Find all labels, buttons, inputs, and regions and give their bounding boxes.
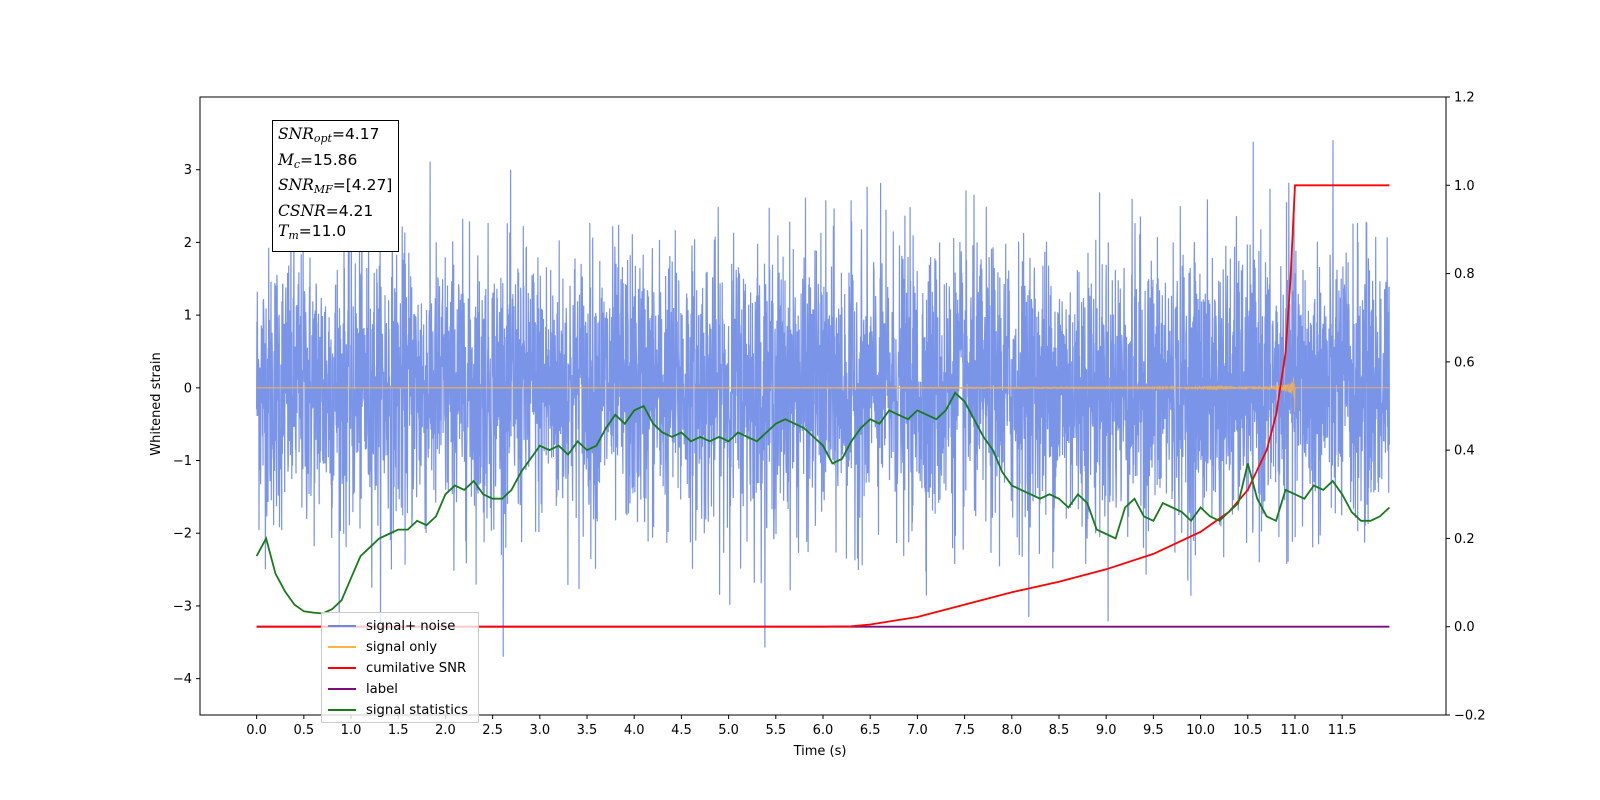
legend-swatch [328, 709, 356, 711]
y-left-tick-label: 2 [184, 236, 192, 251]
y-left-tick-label: −2 [173, 527, 192, 542]
y-left-tick-label: 3 [184, 163, 192, 178]
x-tick-label: 8.5 [1049, 723, 1070, 738]
y-left-tick-label: 0 [184, 381, 192, 396]
legend-label: signal+ noise [366, 618, 456, 634]
y-right-tick-label: 0.4 [1454, 444, 1475, 459]
y-right-tick-label: −0.2 [1454, 709, 1486, 724]
annot-csnr: CSNR=4.21 [278, 201, 374, 220]
y-right-tick-label: 1.0 [1454, 179, 1475, 194]
axes: 0.0 0.5 1.0 1.5 2.0 2.5 3.0 3.5 4.0 4.5 5.0 5.5 6.0 6… [173, 91, 1486, 739]
x-tick-label: 9.0 [1096, 723, 1117, 738]
legend-swatch [328, 625, 356, 627]
x-tick-label: 1.0 [341, 723, 362, 738]
x-tick-label: 2.0 [435, 723, 456, 738]
x-tick-label: 10.0 [1186, 723, 1215, 738]
y-left-tick-label: −3 [173, 599, 192, 614]
legend-item-signal-noise: signal+ noise [322, 616, 455, 636]
annot-mc: Mc=15.86 [278, 150, 358, 171]
legend-label: signal only [366, 639, 438, 655]
y-axis-label: Whitened strain [149, 352, 164, 455]
x-tick-label: 11.5 [1328, 723, 1357, 738]
x-tick-label: 7.5 [954, 723, 975, 738]
x-tick-label: 5.5 [765, 723, 786, 738]
x-tick-label: 1.5 [388, 723, 409, 738]
x-tick-label: 4.0 [624, 723, 645, 738]
annot-tm: Tm=11.0 [278, 222, 347, 242]
legend-swatch [328, 688, 356, 690]
legend-swatch [328, 646, 356, 648]
y-right-tick-label: 0.6 [1454, 355, 1475, 370]
legend-item-label: label [322, 679, 398, 699]
annot-snr-mf: SNRMF=[4.27] [278, 176, 393, 196]
x-tick-label: 8.0 [1001, 723, 1022, 738]
y-right-tick-label: 0.0 [1454, 620, 1475, 635]
series-signal-only [256, 377, 1390, 413]
legend-label: label [366, 681, 398, 697]
legend: signal+ noise signal only cumilative SNR… [321, 612, 479, 723]
legend-item-cumilative-snr: cumilative SNR [322, 658, 466, 678]
y-right-tick-label: 1.2 [1454, 91, 1475, 106]
legend-label: cumilative SNR [366, 660, 467, 676]
y-right-tick-label: 0.8 [1454, 267, 1475, 282]
y-right-tick-label: 0.2 [1454, 532, 1475, 547]
y-left-tick-label: −1 [173, 454, 192, 469]
x-tick-label: 10.5 [1233, 723, 1262, 738]
legend-swatch [328, 667, 356, 669]
series-cumilative-snr [256, 184, 1390, 628]
x-tick-label: 5.0 [718, 723, 739, 738]
series-signal-statistics [255, 391, 1391, 615]
legend-item-signal-only: signal only [322, 637, 437, 657]
annot-snr-opt: SNRopt=4.17 [278, 125, 380, 145]
x-tick-label: 9.5 [1143, 723, 1164, 738]
x-tick-label: 6.5 [860, 723, 881, 738]
x-tick-label: 6.0 [813, 723, 834, 738]
x-tick-label: 4.5 [671, 723, 692, 738]
stats-annotation-box: SNRopt=4.17 Mc=15.86 SNRMF=[4.27] CSNR=4… [272, 120, 400, 252]
y-left-tick-label: −4 [173, 672, 192, 687]
x-tick-label: 7.0 [907, 723, 928, 738]
legend-label: signal statistics [366, 702, 468, 718]
x-tick-label: 3.0 [529, 723, 550, 738]
x-axis-label: Time (s) [793, 744, 847, 759]
x-tick-label: 0.0 [246, 723, 267, 738]
x-tick-label: 3.5 [577, 723, 598, 738]
legend-item-signal-statistics: signal statistics [322, 700, 468, 720]
series-signal-noise [256, 140, 1390, 657]
y-left-tick-label: 1 [184, 309, 192, 324]
x-tick-label: 2.5 [482, 723, 503, 738]
x-tick-label: 0.5 [293, 723, 314, 738]
x-tick-label: 11.0 [1280, 723, 1309, 738]
plot-area [255, 140, 1391, 657]
